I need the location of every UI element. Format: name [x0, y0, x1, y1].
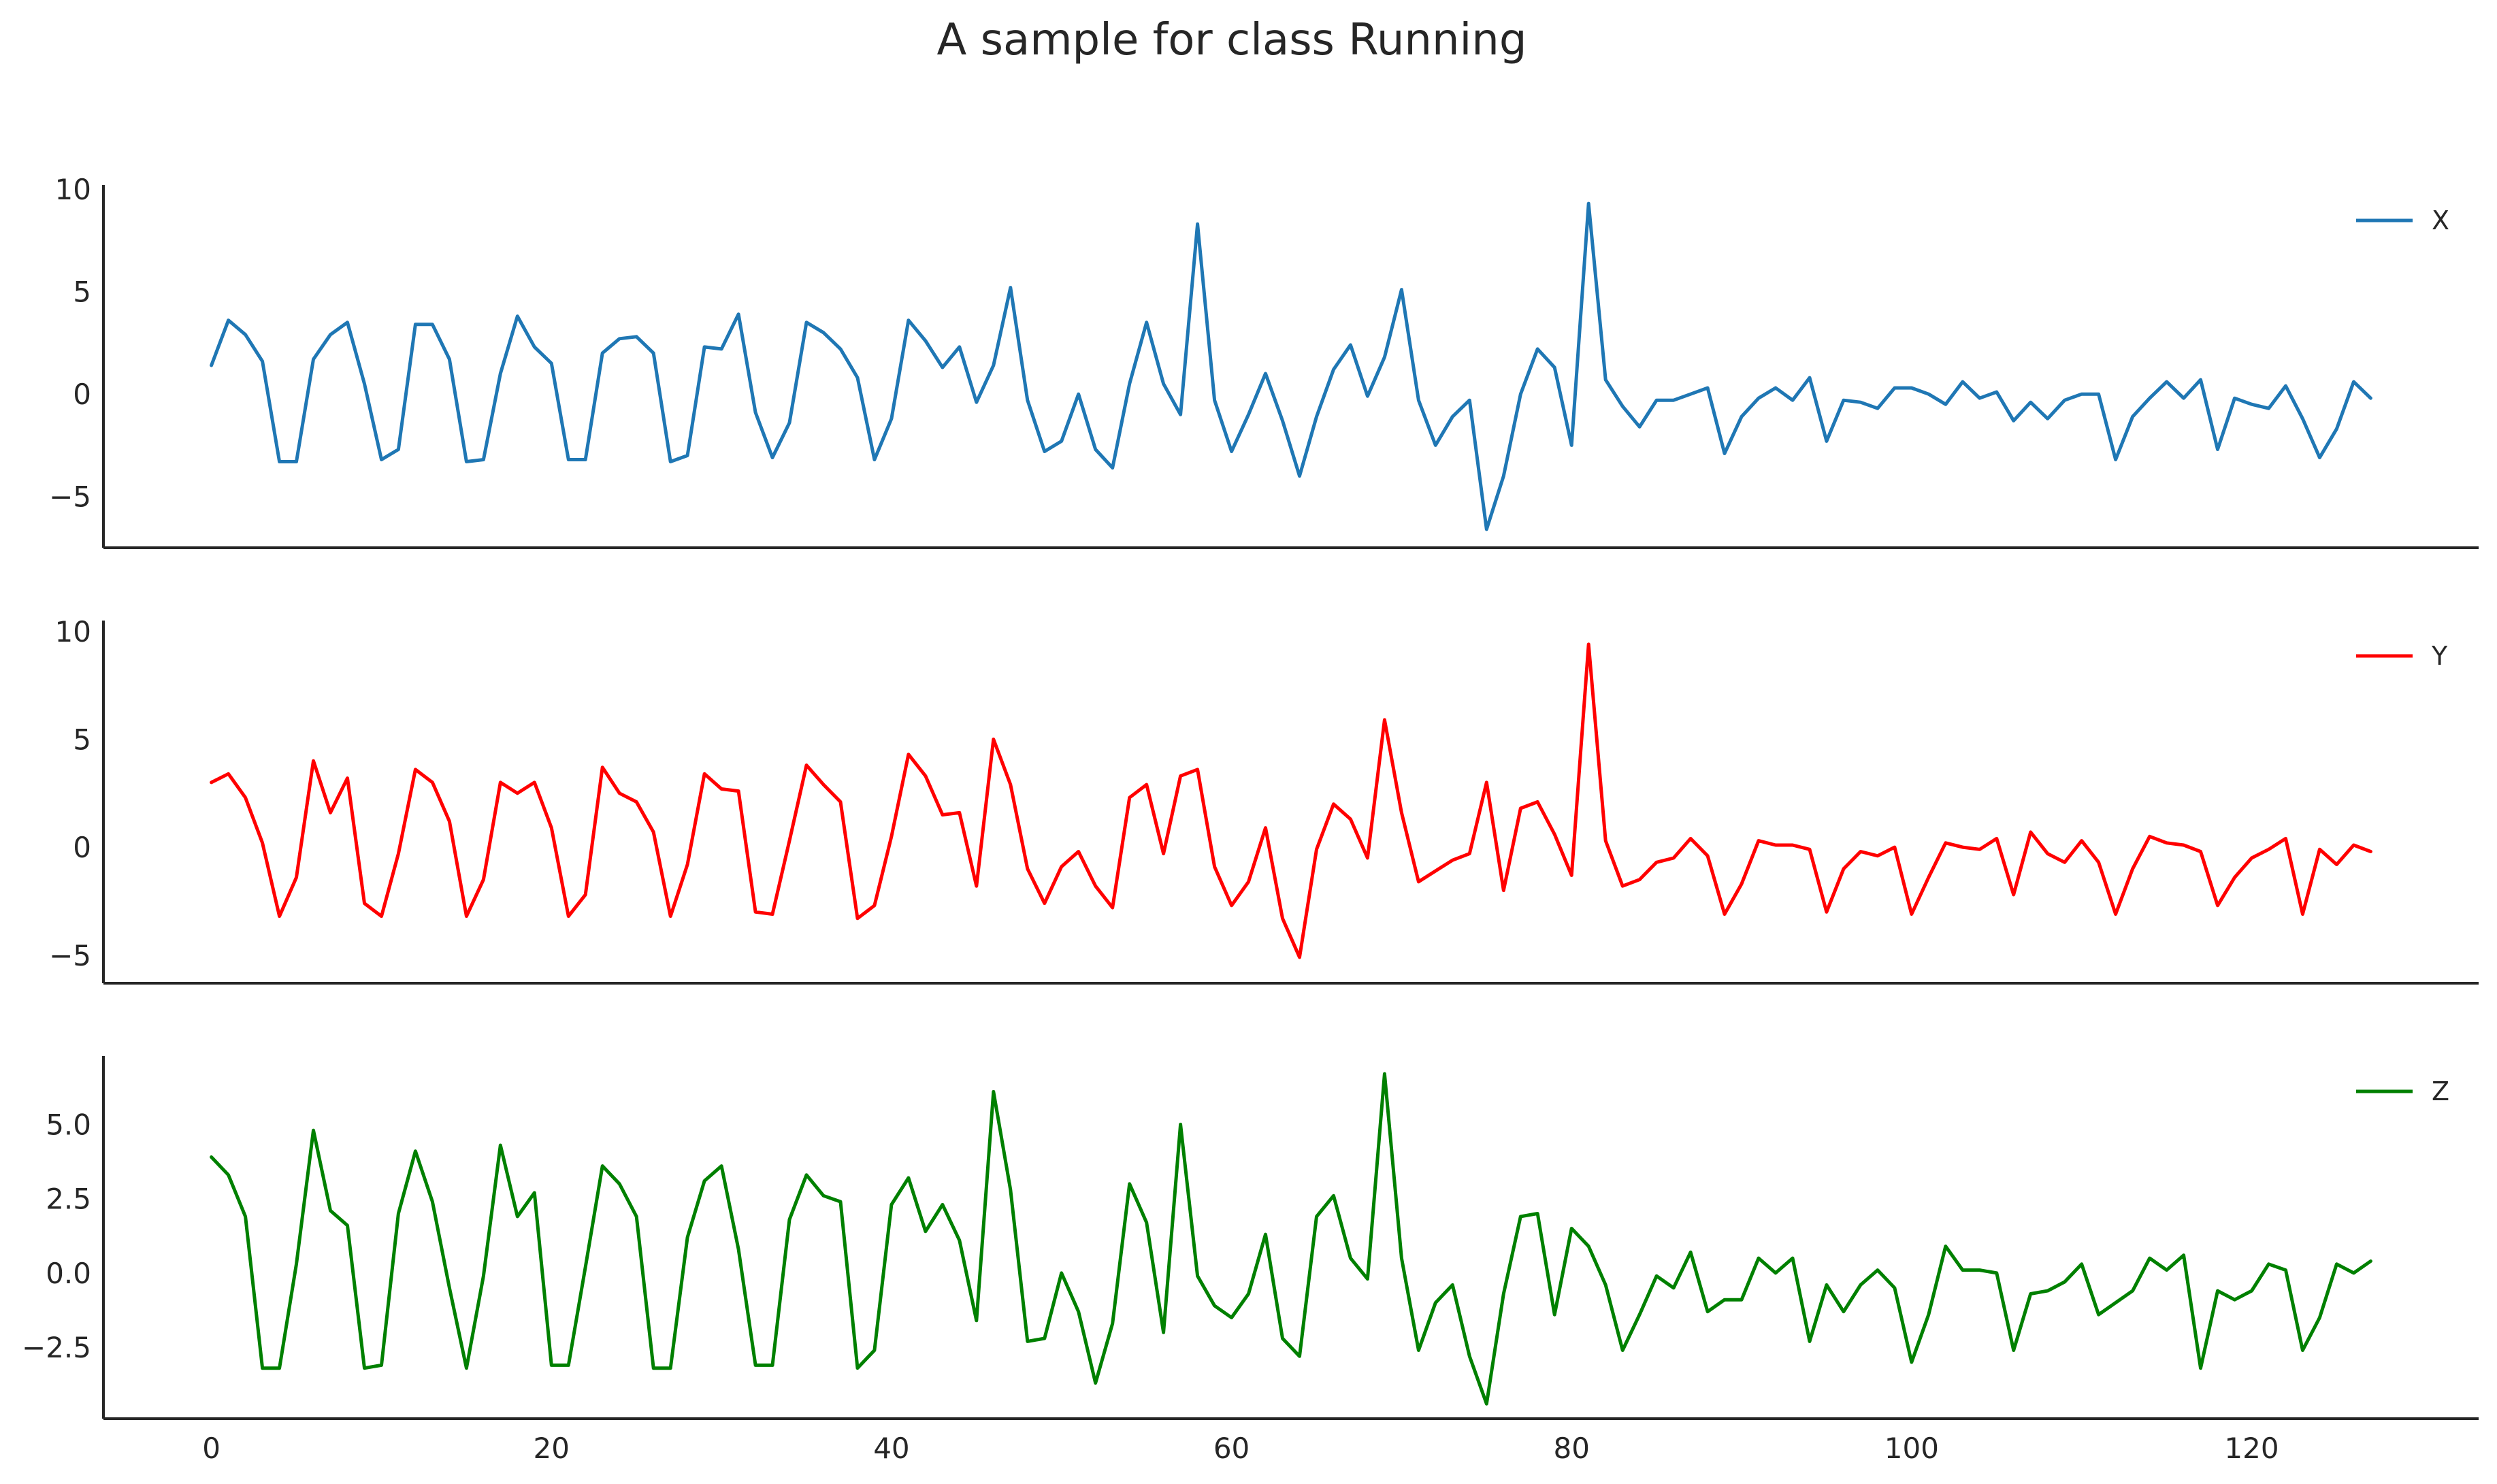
y-tick-label: 5.0 [46, 1108, 91, 1141]
y-tick-label: 0.0 [46, 1257, 91, 1290]
x-tick-label: 80 [1553, 1432, 1589, 1465]
legend-label: Z [2432, 1076, 2449, 1106]
x-tick-label: 60 [1213, 1432, 1250, 1465]
series-line-z [210, 1072, 2372, 1406]
x-tick-label: 120 [2224, 1432, 2279, 1465]
subplot-y: −5 0 5 10 Y [49, 615, 2479, 985]
y-tick-label: 10 [55, 173, 91, 206]
x-tick-label: 40 [873, 1432, 909, 1465]
y-tick-label: −2.5 [22, 1331, 91, 1364]
legend-label: X [2432, 205, 2449, 235]
x-tick-label: 0 [202, 1432, 221, 1465]
y-tick-label: 10 [55, 615, 91, 648]
y-tick-label: 5 [73, 276, 91, 309]
x-tick-label: 100 [1884, 1432, 1939, 1465]
subplot-z: −2.5 0.0 2.5 5.0 0 20 40 60 80 100 120 Z [22, 1056, 2479, 1465]
y-tick-label: 2.5 [46, 1183, 91, 1216]
legend-label: Y [2431, 641, 2448, 671]
subplot-x: −5 0 5 10 X [49, 173, 2479, 549]
series-line-x [210, 201, 2372, 531]
x-tick-label: 20 [534, 1432, 570, 1465]
series-line-y [210, 642, 2372, 959]
y-tick-label: 0 [73, 378, 91, 411]
y-tick-label: −5 [49, 480, 91, 514]
chart-title: A sample for class Running [937, 15, 1527, 65]
y-tick-label: −5 [49, 939, 91, 972]
y-tick-label: 0 [73, 831, 91, 864]
y-tick-label: 5 [73, 723, 91, 756]
